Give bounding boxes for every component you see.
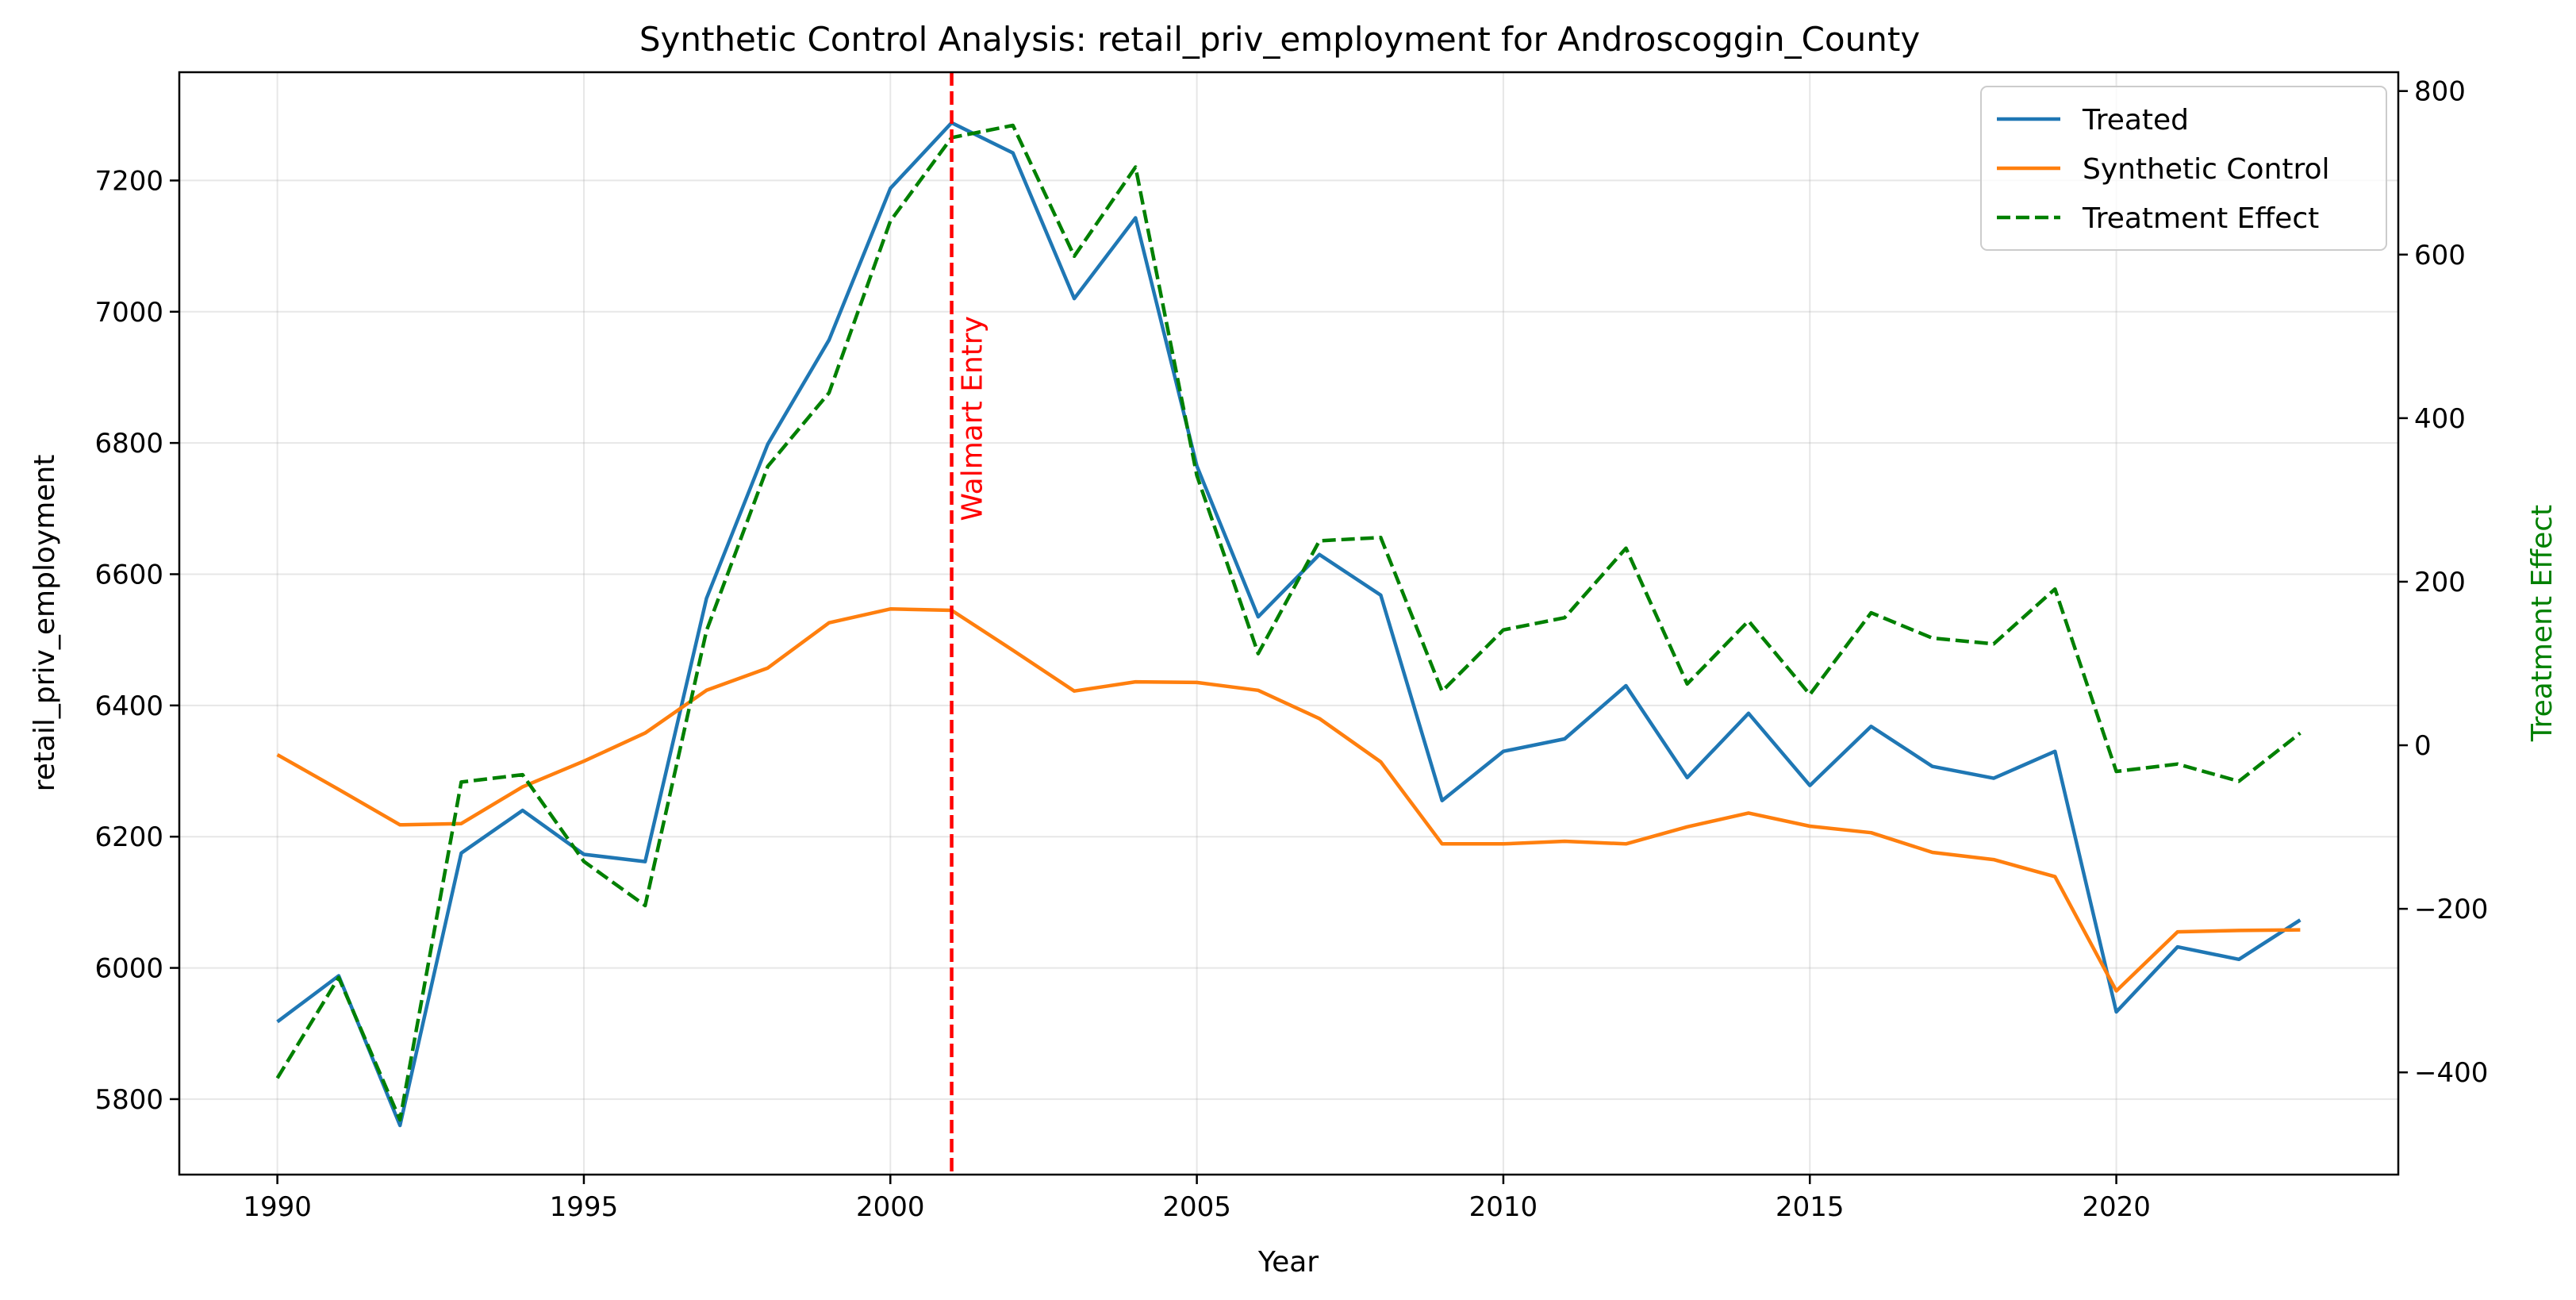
legend-entry: Synthetic Control bbox=[2083, 153, 2330, 186]
y-axis-left: 5800 6000 6200 6400 6600 6800 7000 7200 bbox=[94, 165, 179, 1116]
x-tick-label: 2010 bbox=[1469, 1191, 1538, 1223]
series-line-treated bbox=[276, 121, 2302, 1128]
annotation-layer: Walmart Entry bbox=[950, 72, 989, 1175]
y-tick-label: 7200 bbox=[94, 165, 163, 197]
y2-tick-label: 200 bbox=[2414, 567, 2466, 598]
x-tick-label: 2020 bbox=[2082, 1191, 2151, 1223]
y2-tick-label: 600 bbox=[2414, 240, 2466, 271]
series-line-synthetic-control bbox=[276, 607, 2301, 993]
y-axis-right: −400 −200 0 200 400 600 800 bbox=[2398, 76, 2488, 1089]
legend-entry: Treatment Effect bbox=[2082, 202, 2319, 235]
x-tick-label: 2015 bbox=[1776, 1191, 1845, 1223]
y2-axis-label: Treatment Effect bbox=[2526, 505, 2559, 742]
walmart-entry-label: Walmart Entry bbox=[957, 316, 989, 521]
legend: Treated Synthetic Control Treatment Effect bbox=[1980, 86, 2387, 251]
x-axis: 1990 1995 2000 2005 2010 2015 2020 bbox=[243, 1175, 2151, 1223]
y2-tick-label: 400 bbox=[2414, 403, 2466, 435]
x-tick-label: 1990 bbox=[243, 1191, 312, 1223]
y-tick-label: 7000 bbox=[94, 297, 163, 329]
y-tick-label: 6400 bbox=[94, 690, 163, 722]
y2-tick-label: 800 bbox=[2414, 76, 2466, 108]
y2-tick-label: 0 bbox=[2414, 730, 2432, 762]
y-tick-label: 5800 bbox=[94, 1084, 163, 1116]
x-axis-label: Year bbox=[1257, 1246, 1319, 1279]
legend-box bbox=[1980, 86, 2387, 251]
y-tick-label: 6800 bbox=[94, 428, 163, 460]
x-tick-label: 2005 bbox=[1162, 1191, 1231, 1223]
chart-title: Synthetic Control Analysis: retail_priv_… bbox=[639, 20, 1920, 59]
y2-tick-label: −200 bbox=[2414, 894, 2488, 925]
y-axis-label: retail_priv_employment bbox=[29, 455, 61, 792]
y-tick-label: 6000 bbox=[94, 953, 163, 985]
plot-frame bbox=[178, 71, 2400, 1176]
y2-tick-label: −400 bbox=[2414, 1057, 2488, 1089]
y-tick-label: 6600 bbox=[94, 559, 163, 590]
series-line-treatment-effect bbox=[275, 123, 2302, 1122]
series-layer bbox=[275, 121, 2302, 1128]
legend-entry: Treated bbox=[2082, 104, 2189, 137]
x-tick-label: 2000 bbox=[856, 1191, 925, 1223]
y-tick-label: 6200 bbox=[94, 821, 163, 853]
x-tick-label: 1995 bbox=[550, 1191, 619, 1223]
